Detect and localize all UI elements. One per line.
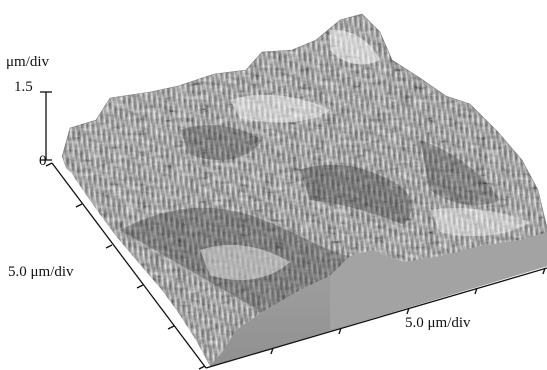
axes <box>40 91 547 370</box>
y-axis-line <box>205 267 547 369</box>
z-axis-max-label: 1.5 <box>14 79 33 95</box>
surface-outline <box>61 13 547 230</box>
z-axis-min-label: 0 <box>39 153 47 169</box>
z-axis-unit-label: μm/div <box>6 54 50 70</box>
x-axis-unit-label: 5.0 μm/div <box>8 264 74 280</box>
y-axis-unit-label: 5.0 μm/div <box>405 315 471 331</box>
x-axis-line <box>51 162 207 369</box>
